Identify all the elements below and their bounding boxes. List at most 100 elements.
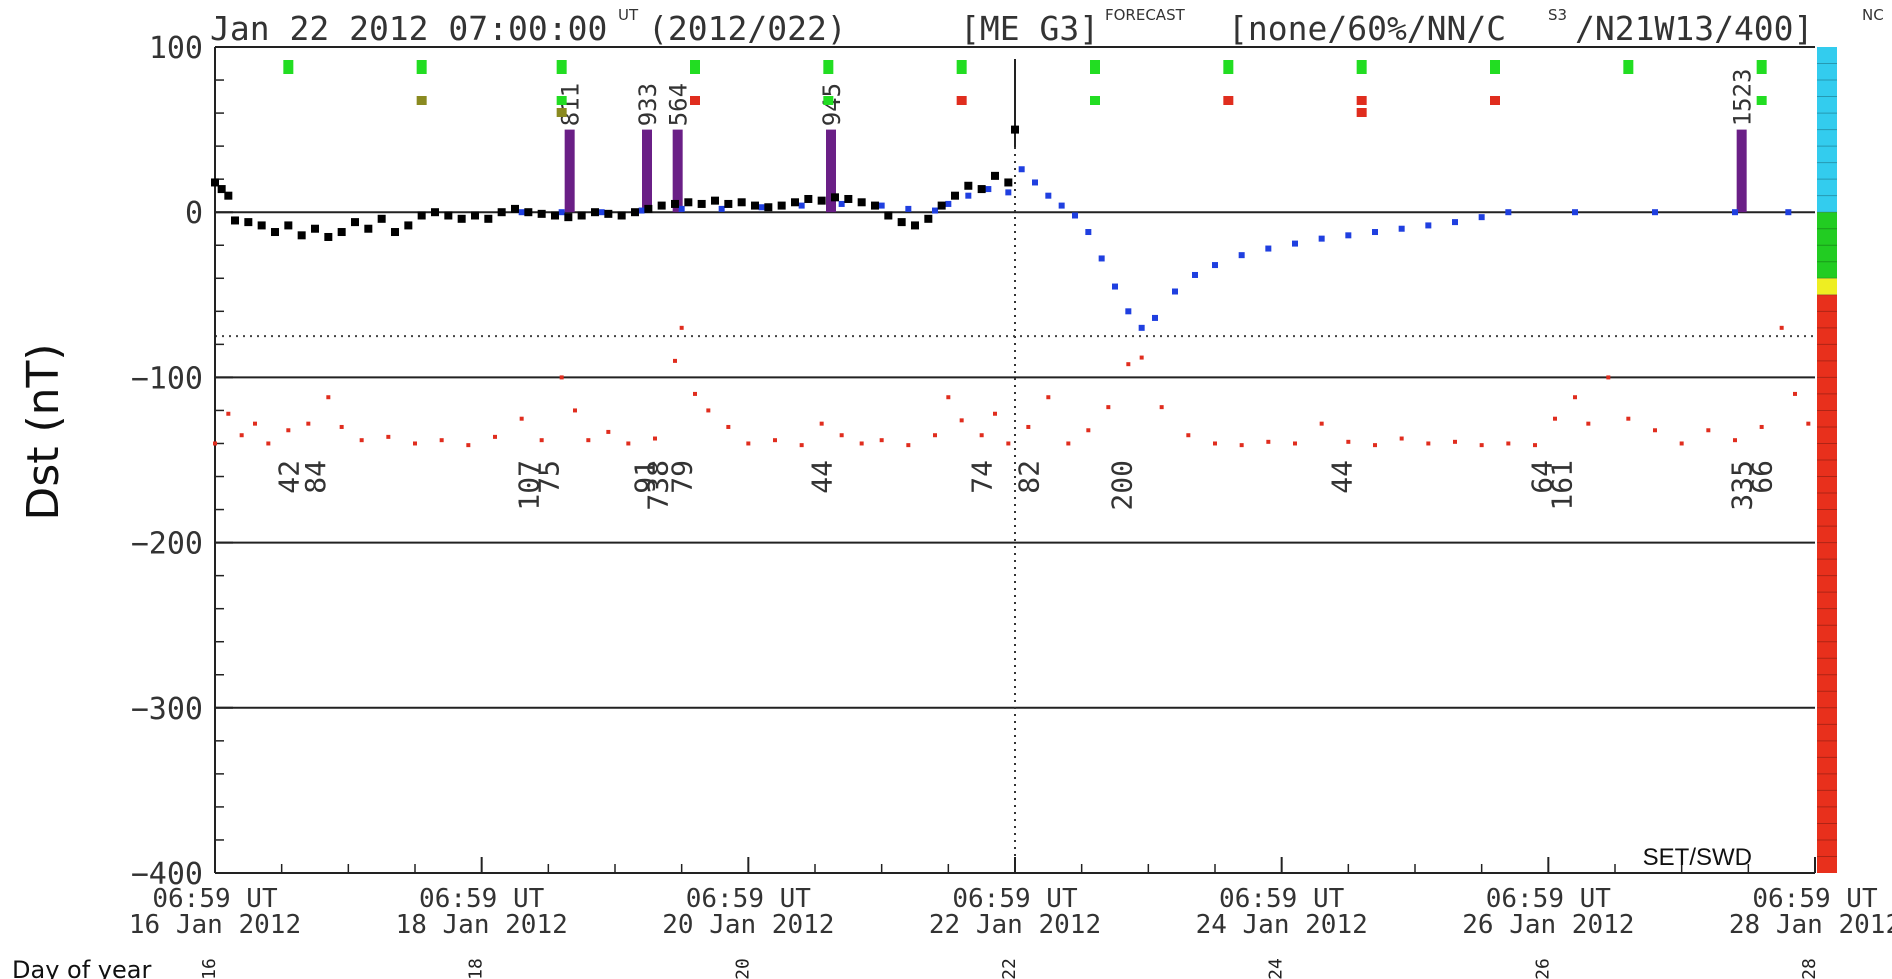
lower-trace-point — [213, 441, 217, 446]
observed-point — [751, 201, 759, 210]
lower-trace-point — [239, 433, 244, 438]
severity-scale-bar — [1817, 47, 1837, 873]
bottom-event-label: 66 — [1746, 460, 1779, 494]
event-bar — [564, 129, 575, 213]
bottom-event-label: 74 — [966, 460, 999, 494]
observed-point — [817, 196, 826, 205]
lower-trace-point — [466, 443, 471, 448]
lower-trace-point — [1399, 436, 1404, 441]
observed-point — [977, 185, 986, 194]
forecast-point — [1125, 308, 1132, 315]
forecast-point — [718, 205, 725, 212]
observed-point — [564, 213, 573, 222]
observed-point — [764, 203, 773, 212]
observed-point — [617, 211, 626, 220]
observed-point — [804, 194, 813, 203]
top-marker-green — [416, 60, 427, 74]
scale-segment-red — [1817, 294, 1837, 873]
observed-point — [444, 211, 453, 220]
header-forecast-sup: FORECAST — [1105, 6, 1186, 24]
lower-trace-point — [673, 358, 677, 363]
lower-trace-point — [386, 434, 391, 439]
observed-point — [884, 211, 893, 220]
forecast-point — [1238, 252, 1245, 259]
lower-trace-point — [1479, 443, 1484, 448]
x-tick-time: 06:59 UT — [1219, 884, 1345, 914]
lower-trace-point — [266, 441, 271, 446]
lower-trace-point — [799, 443, 804, 448]
event-bar-label: 1523 — [1729, 68, 1757, 126]
doy-tick-label: 16 — [199, 958, 220, 979]
observed-point — [737, 198, 746, 207]
observed-point — [457, 214, 466, 223]
forecast-point — [1018, 166, 1025, 173]
horizontal-reference-lines — [215, 59, 1815, 873]
y-tick-label: −400 — [131, 857, 203, 892]
lower-trace-point — [1506, 441, 1511, 446]
doy-tick-label: 20 — [732, 958, 753, 979]
lower-trace-point — [706, 408, 711, 413]
observed-point — [257, 221, 266, 230]
forecast-point — [638, 207, 645, 214]
scale-segment-cyan — [1817, 47, 1837, 213]
lower-trace-point — [1026, 424, 1031, 429]
forecast-point — [1112, 283, 1118, 290]
lower-trace-point — [1606, 375, 1611, 380]
lower-trace-point — [1373, 443, 1377, 448]
doy-tick-label: 26 — [1532, 958, 1553, 979]
observed-point — [791, 198, 799, 207]
top-marker-green — [1756, 96, 1767, 105]
observed-point — [657, 201, 666, 210]
forecast-point — [558, 209, 565, 216]
observed-point — [471, 211, 479, 220]
top-marker-green — [690, 60, 700, 74]
forecast-point — [1152, 314, 1158, 321]
observed-point — [671, 199, 679, 208]
lower-trace-point — [306, 421, 311, 426]
lower-trace-point — [653, 436, 657, 441]
lower-trace-point — [439, 438, 444, 443]
chart-header: Jan 22 2012 07:00:00 UT (2012/022) [ME G… — [210, 6, 1884, 48]
header-model: [ME G3] — [960, 9, 1099, 48]
top-marker-green — [1623, 60, 1634, 74]
observed-point — [711, 196, 719, 205]
event-bar — [642, 129, 652, 213]
event-bars: 8119335649451523 — [557, 68, 1757, 213]
forecast-point — [1318, 235, 1325, 242]
lower-trace-point — [1553, 416, 1557, 421]
forecast-point — [838, 200, 845, 207]
observed-point — [484, 214, 493, 223]
doy-axis-label: Day of year — [12, 956, 151, 979]
lower-trace-point — [1159, 405, 1164, 410]
x-tick-time: 06:59 UT — [1752, 884, 1878, 914]
event-bar-label: 564 — [665, 83, 693, 126]
forecast-point — [518, 209, 525, 216]
observed-point — [431, 208, 439, 217]
bottom-event-label: 161 — [1546, 460, 1579, 511]
top-marker-red — [1223, 96, 1234, 105]
forecast-point — [1058, 202, 1065, 209]
observed-point — [844, 194, 853, 203]
lower-trace-point — [1679, 441, 1684, 446]
forecast-point — [1572, 209, 1578, 216]
observed-point — [697, 199, 706, 208]
lower-trace-point — [1793, 391, 1797, 396]
bottom-event-label: 107 — [512, 460, 545, 511]
forecast-point — [1652, 209, 1658, 216]
forecast-point — [598, 209, 605, 216]
lower-trace-point — [493, 434, 497, 439]
top-marker-green — [556, 96, 567, 105]
observed-point — [871, 201, 879, 210]
lower-trace-point — [226, 411, 231, 416]
x-tick-date: 24 Jan 2012 — [1196, 910, 1368, 940]
top-markers — [283, 60, 1767, 117]
forecast-point — [932, 207, 938, 214]
lower-trace-point — [539, 438, 544, 443]
observed-point — [284, 221, 293, 230]
forecast-point — [1212, 262, 1218, 269]
lower-trace-point — [253, 421, 257, 426]
forecast-point — [1505, 209, 1512, 216]
event-bar — [672, 129, 683, 213]
